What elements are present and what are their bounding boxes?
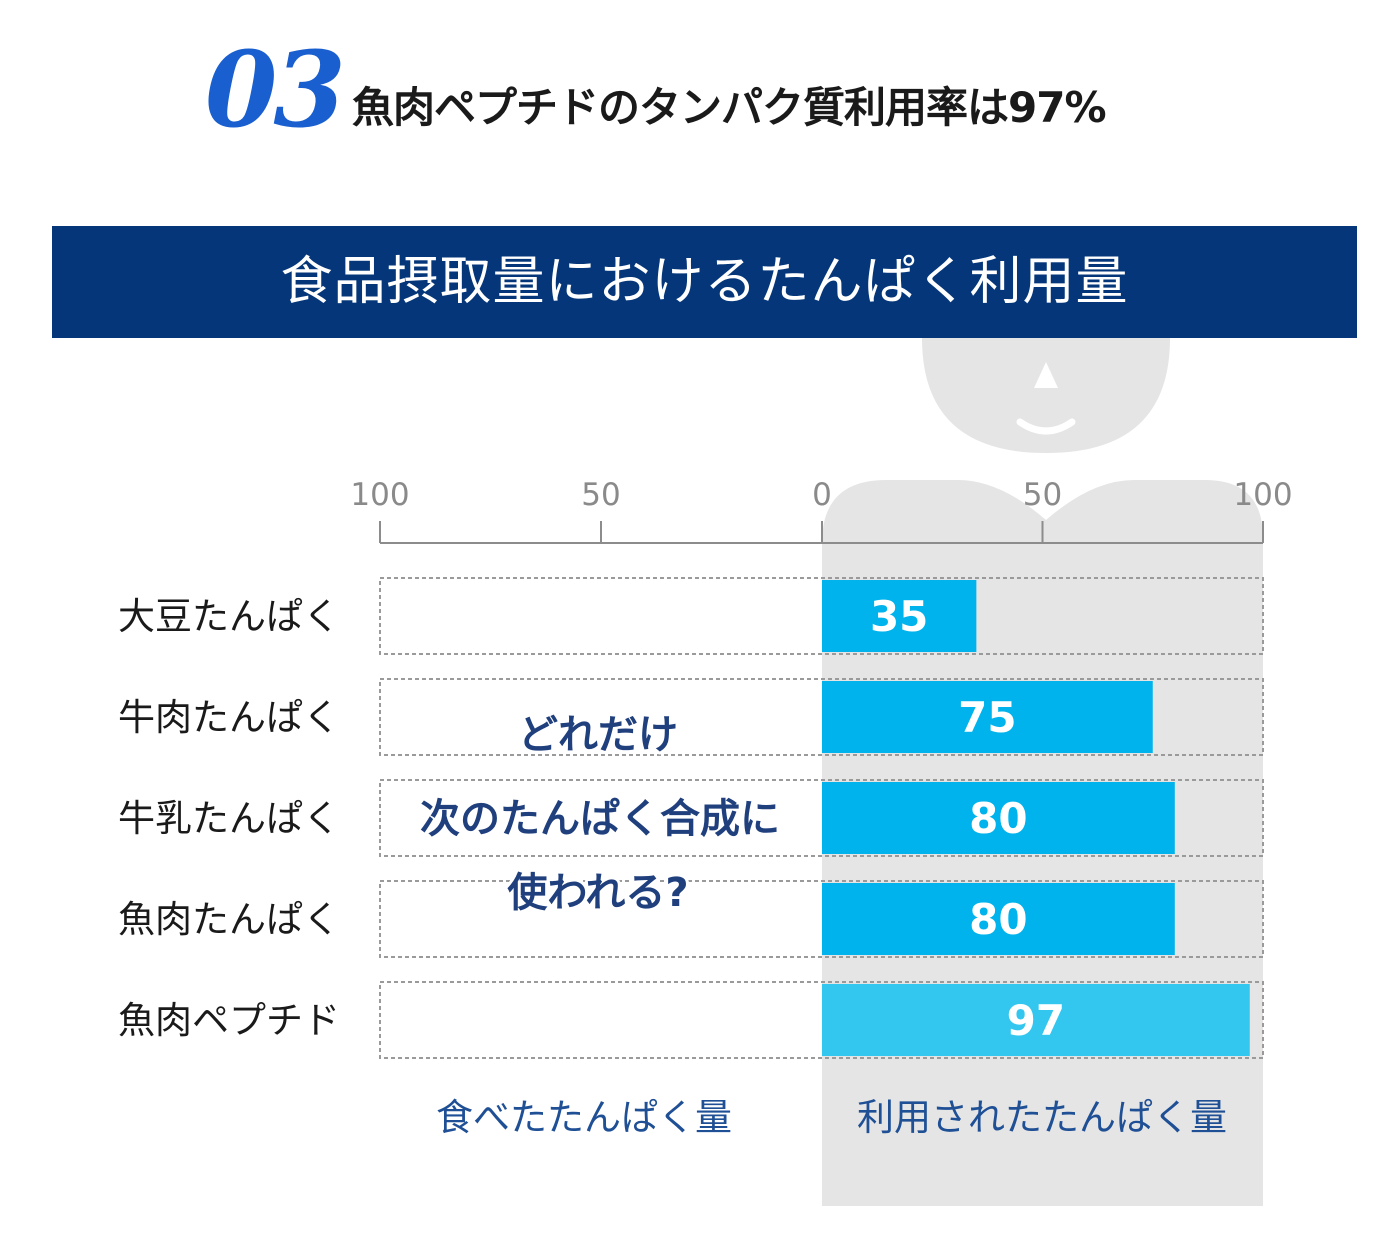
chart-row (379, 779, 1264, 857)
row-left-area (380, 679, 822, 755)
chart-title: 食品摂取量におけるたんぱく利用量 (280, 252, 1129, 312)
bar (822, 681, 1153, 753)
annotation-line: どれだけ (518, 712, 678, 758)
row-left-area (380, 578, 822, 654)
protein-usage-chart: 100 50 0 50 100 35 大豆たんぱく 75 牛肉たんぱく 80 牛乳たんぱく 80 魚肉た… (118, 338, 1293, 1206)
row-frame (379, 779, 1264, 857)
bar-value-label: 80 (969, 794, 1027, 843)
axis-tick-label: 0 (812, 477, 832, 513)
axis-tick-label: 50 (1023, 477, 1062, 513)
annotation-line: 次のたんぱく合成に (420, 796, 780, 842)
bar (822, 883, 1175, 955)
heading: 03 魚肉ペプチドのタンパク質利用率は97% (0, 28, 1380, 151)
left-side-label: 食べたたんぱく量 (436, 1096, 732, 1139)
annotation-line: 使われる? (507, 870, 688, 916)
chart-row (379, 577, 1264, 655)
silhouette-head (922, 338, 1170, 453)
category-label: 牛肉たんぱく (118, 696, 340, 739)
person-silhouette (822, 338, 1263, 1206)
silhouette-nose (1034, 362, 1058, 388)
row-frame (379, 577, 1264, 655)
bar-value-label: 75 (958, 693, 1016, 742)
heading-number: 03 (205, 28, 346, 151)
chart-title-banner: 食品摂取量におけるたんぱく利用量 (52, 226, 1357, 338)
silhouette-smile (1016, 418, 1076, 435)
row-frame (379, 880, 1264, 958)
row-frame (379, 678, 1264, 756)
heading-text: 魚肉ペプチドのタンパク質利用率は97% (352, 83, 1107, 132)
category-label: 大豆たんぱく (118, 595, 340, 638)
bar-value-label: 80 (969, 895, 1027, 944)
category-label: 牛乳たんぱく (118, 797, 340, 840)
category-label: 魚肉たんぱく (118, 898, 340, 941)
chart-row (379, 880, 1264, 958)
bar (822, 580, 977, 652)
bar (822, 782, 1175, 854)
row-left-area (380, 982, 822, 1058)
bar-value-label: 35 (870, 592, 928, 641)
chart-row (379, 981, 1264, 1059)
axis-tick-label: 100 (1233, 477, 1292, 513)
bar (822, 984, 1250, 1056)
row-left-area (380, 881, 822, 957)
row-left-area (380, 780, 822, 856)
axis-tick-label: 100 (350, 477, 409, 513)
chart-row (379, 678, 1264, 756)
bar-value-label: 97 (1007, 996, 1065, 1045)
row-frame (379, 981, 1264, 1059)
axis-tick-label: 50 (581, 477, 620, 513)
category-label: 魚肉ペプチド (118, 999, 340, 1042)
right-side-label: 利用されたたんぱく量 (857, 1096, 1227, 1139)
